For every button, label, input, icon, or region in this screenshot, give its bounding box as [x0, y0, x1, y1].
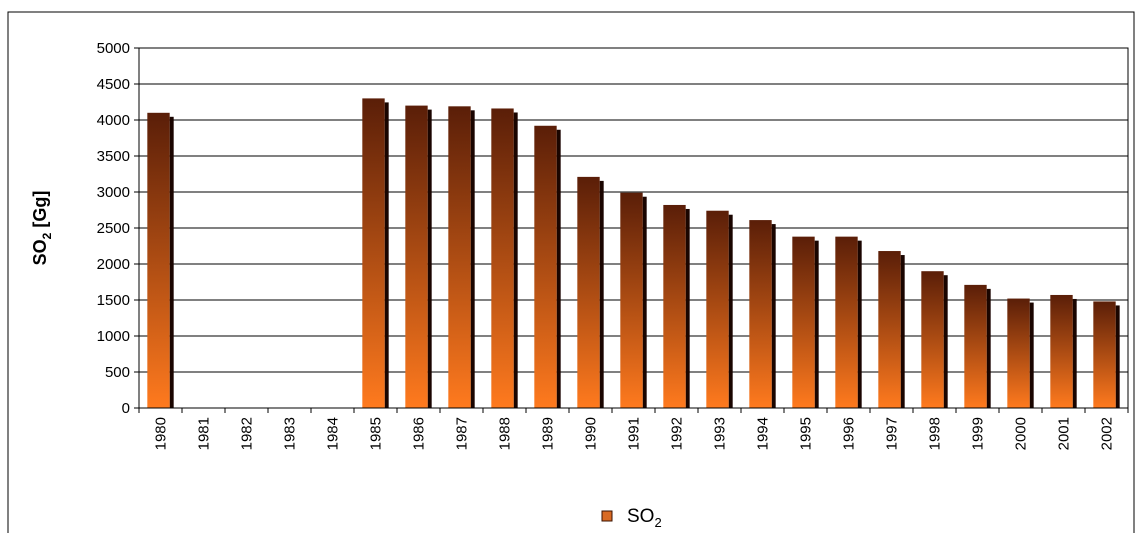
bar-1996 [835, 236, 858, 408]
x-tick-label: 1987 [454, 417, 471, 450]
x-tick-label: 1998 [927, 417, 944, 450]
bar-1991 [620, 192, 643, 408]
bars [138, 98, 1129, 413]
bar-1987 [448, 106, 471, 408]
x-tick-label: 1996 [841, 417, 858, 450]
bar-1999 [964, 284, 987, 408]
y-axis-title: SO2 [Gg] [30, 191, 54, 266]
bar-1994 [749, 220, 772, 408]
bar-side-1980 [169, 116, 174, 409]
bar-1997 [878, 251, 901, 408]
x-tick-label: 1989 [540, 417, 557, 450]
x-tick-label: 2002 [1099, 417, 1116, 450]
bar-side-1987 [470, 110, 475, 408]
bar-side-1992 [685, 208, 690, 408]
bar-2000 [1007, 298, 1030, 408]
y-tick-label: 5000 [97, 40, 130, 57]
x-tick-label: 1997 [884, 417, 901, 450]
bar-side-1997 [900, 255, 905, 408]
bar-1980 [147, 112, 170, 409]
bar-side-1989 [556, 129, 561, 408]
bar-side-1996 [857, 240, 862, 408]
x-tick-label: 1985 [368, 417, 385, 450]
bar-1986 [405, 105, 428, 408]
bar-side-2001 [1072, 298, 1077, 408]
x-tick-label: 1992 [669, 417, 686, 450]
bar-side-1988 [513, 112, 518, 408]
y-axis-title-subscript: 2 [40, 232, 54, 239]
bar-side-1993 [728, 214, 733, 408]
y-tick-label: 0 [122, 400, 130, 417]
x-tick-label: 1986 [411, 417, 428, 450]
x-tick-label: 2001 [1056, 417, 1073, 450]
bar-side-1991 [642, 196, 647, 408]
y-tick-label: 1000 [97, 328, 130, 345]
bar-2001 [1050, 294, 1073, 408]
bar-1989 [534, 125, 557, 408]
y-tick-labels: 0 500 1000 1500 2000 2500 3000 3500 4000 4500 5000 [97, 40, 130, 417]
bar-side-1994 [771, 224, 776, 408]
bar-side-1998 [943, 275, 948, 408]
bar-1995 [792, 236, 815, 408]
bar-1985 [362, 98, 385, 409]
x-tick-label: 2000 [1013, 417, 1030, 450]
bar-2002 [1093, 301, 1116, 408]
legend-label: SO2 [627, 506, 662, 530]
bar-side-2000 [1029, 302, 1034, 408]
x-tick-label: 1991 [626, 417, 643, 450]
x-tick-label: 1988 [497, 417, 514, 450]
x-tick-labels: 1980 1981 1982 1983 1984 1985 1986 1987 1988 1989… [153, 417, 1116, 450]
bar-side-1999 [986, 288, 991, 408]
bar-1992 [663, 204, 686, 408]
legend-swatch [601, 510, 613, 522]
x-tick-label: 1993 [712, 417, 729, 450]
x-tick-label: 1983 [282, 417, 299, 450]
legend-label-subscript: 2 [654, 515, 661, 530]
x-tick-label: 1980 [153, 417, 170, 450]
x-tick-label: 1990 [583, 417, 600, 450]
x-tick-label: 1982 [239, 417, 256, 450]
bar-side-1985 [384, 102, 389, 409]
legend-label-main: SO [627, 506, 654, 527]
bar-1993 [706, 210, 729, 408]
y-tick-label: 2000 [97, 256, 130, 273]
plot-area [138, 47, 1129, 409]
bar-side-1986 [427, 109, 432, 408]
y-tick-label: 4000 [97, 112, 130, 129]
y-axis-title-main: SO [30, 239, 50, 265]
bar-side-2002 [1115, 305, 1120, 408]
y-tick-label: 3500 [97, 148, 130, 165]
bar-1990 [577, 176, 600, 408]
x-tick-label: 1999 [970, 417, 987, 450]
bar-1988 [491, 108, 514, 408]
x-tick-label: 1994 [755, 417, 772, 450]
x-tick-label: 1981 [196, 417, 213, 450]
bar-1998 [921, 271, 944, 408]
y-tick-label: 1500 [97, 292, 130, 309]
y-axis-title-unit: [Gg] [30, 191, 50, 233]
x-tick-label: 1984 [325, 417, 342, 450]
bar-side-1990 [599, 180, 604, 408]
y-tick-label: 3000 [97, 184, 130, 201]
chart-frame [7, 11, 1135, 533]
bar-side-1995 [814, 240, 819, 408]
y-tick-label: 4500 [97, 76, 130, 93]
y-tick-label: 2500 [97, 220, 130, 237]
x-tick-label: 1995 [798, 417, 815, 450]
y-tick-label: 500 [105, 364, 130, 381]
